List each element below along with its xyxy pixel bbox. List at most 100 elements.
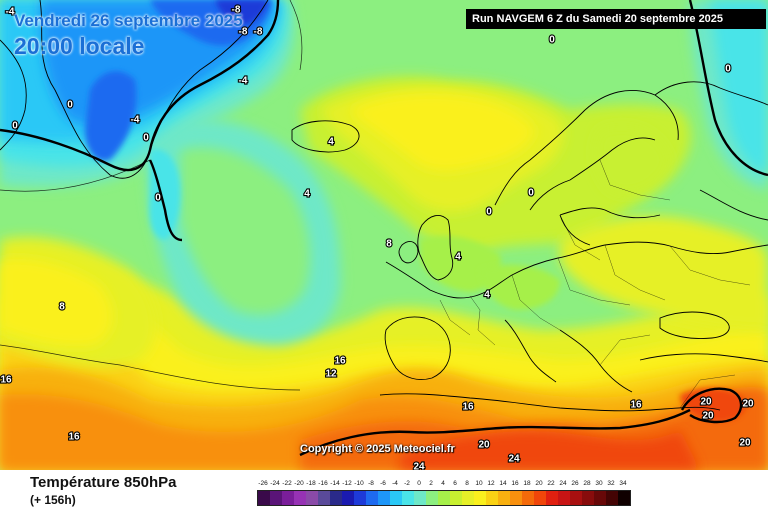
contour-label: 8 — [386, 239, 392, 250]
scale-swatch — [438, 491, 450, 505]
scale-swatch — [270, 491, 282, 505]
scale-tick-label: 20 — [535, 480, 543, 487]
scale-swatch — [546, 491, 558, 505]
scale-swatch — [594, 491, 606, 505]
scale-tick-label: -8 — [368, 480, 374, 487]
scale-tick-label: 30 — [595, 480, 603, 487]
contour-label: 24 — [413, 462, 425, 470]
contour-label: 20 — [739, 438, 751, 449]
scale-swatch — [510, 491, 522, 505]
scale-tick-label: -16 — [318, 480, 328, 487]
contour-label: 4 — [328, 137, 334, 148]
scale-tick-label: 2 — [429, 480, 433, 487]
color-scale-legend: -26 -24 -22 -20 -18 -16 -14 -12 -10 -8 -6 -4 -2 0 2 4 6 8… — [257, 478, 631, 508]
scale-tick-label: 10 — [475, 480, 483, 487]
scale-swatch — [522, 491, 534, 505]
scale-tick-label: -26 — [258, 480, 268, 487]
contour-label: 16 — [0, 375, 12, 386]
forecast-date: Vendredi 26 septembre 2025 — [14, 11, 243, 30]
borders — [439, 159, 751, 409]
contour-label: -8 — [232, 5, 241, 16]
copyright-notice: Copyright © 2025 Meteociel.fr — [300, 443, 455, 455]
contour-label: 4 — [455, 252, 461, 263]
scale-swatch — [474, 491, 486, 505]
contour-label: 4 — [484, 290, 490, 301]
scale-tick-label: 14 — [499, 480, 507, 487]
scale-tick-label: 0 — [417, 480, 421, 487]
scale-tick-label: 6 — [453, 480, 457, 487]
contour-label: 24 — [508, 454, 520, 465]
scale-tick-label: -10 — [354, 480, 364, 487]
contour-label: 20 — [742, 399, 754, 410]
forecast-time: 20:00 locale — [14, 33, 145, 59]
scale-swatch — [378, 491, 390, 505]
scale-swatch — [414, 491, 426, 505]
scale-tick-label: 28 — [583, 480, 591, 487]
scale-swatch — [426, 491, 438, 505]
scale-tick-label: -24 — [270, 480, 280, 487]
scale-swatch — [534, 491, 546, 505]
contour-label: -4 — [131, 115, 140, 126]
contour-label: 20 — [700, 397, 712, 408]
temperature-map: -4 -8 -8 -8 -4 0 -4 0 0 0 0 0 4 4 0 0 8 4 4 8 16 12 16 16 16 20 20… — [0, 0, 768, 470]
lead-time-label: (+ 156h) — [30, 493, 76, 507]
contour-label: -8 — [254, 27, 263, 38]
scale-swatch — [558, 491, 570, 505]
scale-swatch — [366, 491, 378, 505]
scale-swatch — [498, 491, 510, 505]
scale-tick-label: 32 — [607, 480, 615, 487]
contour-label: -4 — [6, 7, 15, 18]
scale-swatch — [390, 491, 402, 505]
contour-label: 12 — [325, 369, 337, 380]
scale-swatch — [330, 491, 342, 505]
contour-label: -8 — [239, 27, 248, 38]
scale-tick-label: 18 — [523, 480, 531, 487]
contour-label: -4 — [239, 76, 248, 87]
scale-swatch — [342, 491, 354, 505]
contour-label: 0 — [12, 121, 18, 132]
scale-tick-label: 16 — [511, 480, 519, 487]
scale-tick-label: -12 — [342, 480, 352, 487]
scale-ticks: -26 -24 -22 -20 -18 -16 -14 -12 -10 -8 -6 -4 -2 0 2 4 6 8… — [257, 478, 631, 490]
contour-label: 0 — [155, 193, 161, 204]
scale-tick-label: 4 — [441, 480, 445, 487]
scale-swatch — [570, 491, 582, 505]
scale-bar — [257, 490, 631, 506]
contour-label: 8 — [59, 302, 65, 313]
scale-swatch — [462, 491, 474, 505]
isolines-thin — [0, 0, 303, 391]
contour-label: 16 — [334, 356, 346, 367]
contour-label: 20 — [478, 440, 490, 451]
scale-swatch — [618, 491, 630, 505]
scale-tick-label: 26 — [571, 480, 579, 487]
scale-tick-label: -4 — [392, 480, 398, 487]
scale-tick-label: -20 — [294, 480, 304, 487]
scale-tick-label: -22 — [282, 480, 292, 487]
scale-swatch — [402, 491, 414, 505]
run-info: Run NAVGEM 6 Z du Samedi 20 septembre 20… — [466, 9, 766, 29]
scale-tick-label: 34 — [619, 480, 627, 487]
scale-swatch — [450, 491, 462, 505]
scale-swatch — [318, 491, 330, 505]
scale-tick-label: 8 — [465, 480, 469, 487]
scale-swatch — [606, 491, 618, 505]
contour-label: 16 — [68, 432, 80, 443]
contour-label: 0 — [486, 207, 492, 218]
contour-label: 0 — [549, 35, 555, 46]
scale-tick-label: -2 — [404, 480, 410, 487]
scale-tick-label: 22 — [547, 480, 555, 487]
scale-swatch — [294, 491, 306, 505]
scale-swatch — [486, 491, 498, 505]
contour-label: 0 — [528, 188, 534, 199]
isolines-thick — [0, 0, 768, 457]
contour-label: 0 — [143, 133, 149, 144]
scale-swatch — [354, 491, 366, 505]
contour-label: 0 — [725, 64, 731, 75]
temperature-field — [0, 0, 768, 470]
scale-tick-label: 24 — [559, 480, 567, 487]
contour-label: 16 — [462, 402, 474, 413]
scale-tick-label: -14 — [330, 480, 340, 487]
scale-swatch — [258, 491, 270, 505]
scale-swatch — [282, 491, 294, 505]
